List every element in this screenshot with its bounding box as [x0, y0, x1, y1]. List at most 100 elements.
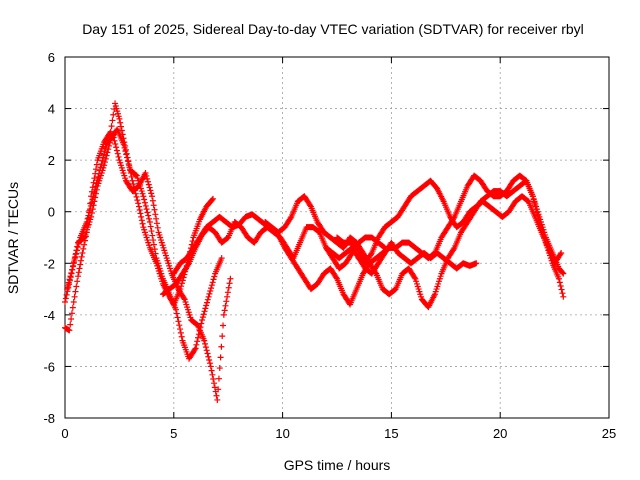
data-point	[135, 203, 142, 210]
data-point	[137, 210, 144, 217]
data-point	[97, 164, 104, 171]
data-point	[148, 228, 155, 235]
data-point	[557, 282, 564, 289]
data-point	[88, 213, 95, 220]
data-point	[64, 286, 71, 293]
data-point	[149, 193, 156, 200]
data-point	[62, 298, 68, 305]
data-point	[210, 375, 217, 382]
data-point	[86, 209, 93, 216]
data-point	[132, 171, 139, 178]
data-point	[74, 278, 81, 285]
data-point	[132, 190, 139, 197]
data-point	[148, 190, 155, 197]
data-point	[211, 384, 218, 391]
data-point	[145, 181, 152, 188]
data-point	[178, 283, 185, 290]
y-tick-label: -6	[43, 359, 55, 374]
data-point	[68, 315, 75, 322]
data-points	[62, 100, 567, 403]
data-point	[217, 354, 224, 361]
y-tick-label: 2	[48, 153, 55, 168]
data-point	[144, 175, 151, 182]
data-point	[138, 217, 145, 224]
data-point	[110, 134, 117, 141]
x-tick-label: 5	[170, 426, 177, 441]
data-point	[124, 154, 131, 161]
data-point	[80, 245, 87, 252]
data-point	[71, 257, 78, 264]
data-point	[99, 157, 106, 164]
data-point	[225, 284, 232, 291]
data-point	[199, 317, 206, 324]
data-point	[101, 162, 108, 169]
axis-ticks	[64, 56, 610, 419]
data-point	[216, 365, 223, 372]
data-point	[111, 137, 118, 144]
data-point	[222, 302, 229, 309]
data-point	[73, 250, 80, 257]
data-point	[185, 261, 192, 268]
data-point	[207, 363, 214, 370]
data-point	[559, 290, 566, 297]
series-track-9	[355, 239, 480, 277]
data-point	[333, 274, 340, 281]
data-point	[145, 212, 152, 219]
data-point	[557, 251, 564, 258]
y-tick-label: -8	[43, 411, 55, 426]
data-point	[144, 178, 151, 185]
data-point	[209, 195, 216, 202]
y-tick-label: -2	[43, 256, 55, 271]
data-point	[178, 333, 185, 340]
data-point	[153, 215, 160, 222]
data-point	[98, 161, 105, 168]
data-point	[103, 152, 110, 159]
data-point	[218, 343, 225, 350]
data-point	[66, 327, 73, 334]
data-point	[142, 202, 149, 209]
data-point	[411, 274, 418, 281]
data-point	[75, 273, 82, 280]
data-point	[144, 209, 151, 216]
data-point	[221, 307, 228, 314]
data-point	[70, 298, 77, 305]
data-point	[558, 249, 565, 256]
data-point	[138, 213, 145, 220]
data-point	[192, 345, 199, 352]
data-point	[211, 273, 218, 280]
data-point	[126, 164, 133, 171]
data-point	[101, 159, 108, 166]
data-point	[88, 210, 95, 217]
data-point	[89, 196, 96, 203]
data-point	[70, 260, 77, 267]
series-track-5	[170, 211, 373, 308]
data-point	[104, 149, 111, 156]
data-point	[147, 187, 154, 194]
data-point	[473, 260, 480, 267]
data-point	[129, 177, 136, 184]
data-point	[149, 232, 156, 239]
data-point	[206, 356, 213, 363]
data-point	[201, 337, 208, 344]
data-point	[123, 151, 130, 158]
data-point	[87, 206, 94, 213]
data-point	[208, 282, 215, 289]
data-point	[208, 285, 215, 292]
data-point	[210, 276, 217, 283]
data-point	[450, 246, 457, 253]
data-point	[209, 196, 216, 203]
data-point	[368, 251, 374, 258]
data-point	[72, 253, 79, 260]
data-point	[101, 148, 108, 155]
data-point	[85, 212, 92, 219]
data-point	[450, 215, 457, 222]
data-point	[213, 392, 220, 399]
data-point	[74, 244, 81, 251]
data-point	[93, 166, 100, 173]
x-tick-label: 15	[384, 426, 398, 441]
data-point	[177, 326, 184, 333]
data-point	[202, 344, 209, 351]
data-point	[79, 249, 86, 256]
data-point	[71, 293, 78, 300]
